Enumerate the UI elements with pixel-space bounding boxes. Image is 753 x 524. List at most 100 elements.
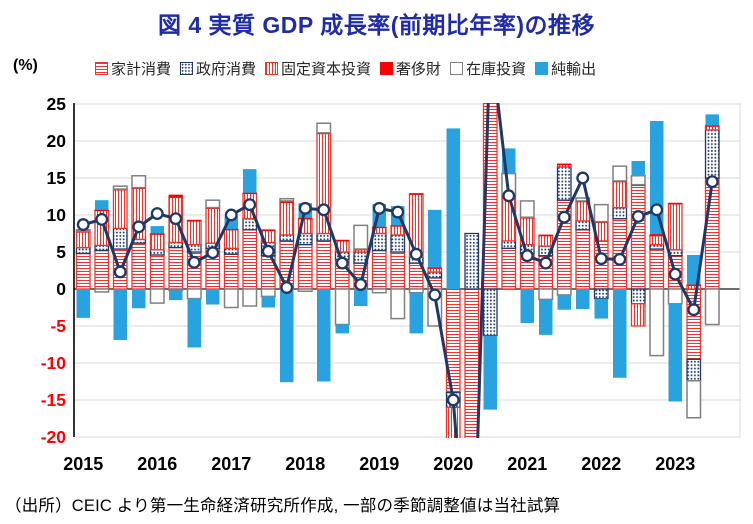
gdp-line-marker-2018Q3 (335, 256, 349, 270)
bar-segment-gov-2018Q1 (297, 232, 313, 246)
bar-segment-inv-2023Q2 (686, 380, 702, 419)
bar-segment-fixed-2016Q3 (186, 220, 202, 246)
bar-segment-val-2021Q2 (538, 234, 553, 237)
bar-segment-fixed-2015Q1 (75, 231, 91, 249)
gdp-line-marker-2015Q3 (113, 265, 127, 279)
government-consumption-swatch-icon (180, 62, 194, 75)
x-axis-year-label: 2016 (137, 454, 177, 474)
legend-label: 在庫投資 (466, 61, 527, 78)
gdp-line-marker-2016Q3 (187, 255, 201, 269)
gdp-line-marker-2019Q1 (372, 201, 386, 215)
gdp-line-marker-2018Q4 (354, 278, 368, 292)
bar-segment-fixed-2020Q4 (501, 195, 517, 242)
bar-segment-nx-2018Q2 (317, 289, 331, 382)
bar-segment-val-2019Q4 (427, 267, 442, 269)
chart-title: 図 4 実質 GDP 成長率(前期比年率)の推移 (157, 12, 596, 38)
bar-segment-hh-2020Q4 (501, 247, 517, 290)
gdp-line-marker-2020Q4 (502, 189, 516, 203)
bar-segment-nx-2022Q4 (650, 121, 664, 235)
bar-segment-gov-2016Q2 (168, 241, 184, 249)
bar-segment-inv-2018Q2 (316, 122, 332, 134)
bar-segment-nx-2017Q4 (280, 289, 294, 383)
bar-segment-fixed-2017Q1 (223, 229, 239, 249)
gdp-line-marker-2023Q3 (705, 175, 719, 189)
bar-segment-hh-2015Q1 (75, 252, 91, 290)
gdp-line-marker-2021Q4 (576, 171, 590, 185)
x-axis-year-label: 2023 (655, 454, 695, 474)
bar-segment-nx-2016Q1 (150, 226, 164, 234)
gdp-line-marker-2015Q1 (76, 218, 90, 232)
bar-segment-nx-2022Q3 (631, 160, 645, 176)
bar-segment-gov-2017Q1 (223, 247, 239, 255)
bar-segment-inv-2016Q1 (149, 288, 165, 304)
gdp-line-marker-2017Q3 (261, 244, 275, 258)
bar-segment-val-2019Q3 (409, 193, 424, 195)
legend-label: 奢侈財 (396, 61, 442, 78)
bar-segment-inv-2023Q3 (704, 288, 720, 326)
bar-segment-nx-2015Q3 (113, 289, 127, 341)
bar-segment-gov-2017Q4 (279, 234, 295, 242)
bar-segment-fixed-2016Q1 (149, 233, 165, 251)
bar-segment-fixed-2023Q3 (704, 125, 720, 131)
bar-segment-hh-2019Q1 (371, 249, 387, 290)
y-axis-unit-label: (%) (13, 57, 38, 74)
bar-segment-hh-2017Q1 (223, 253, 239, 290)
bar-segment-inv-2017Q4 (279, 197, 295, 202)
bar-segment-hh-2015Q4 (131, 242, 147, 290)
net-exports-swatch-icon (535, 62, 549, 75)
legend-label: 家計消費 (111, 61, 172, 78)
gdp-line-marker-2017Q2 (243, 198, 257, 212)
bar-segment-fixed-2019Q2 (390, 225, 406, 236)
bar-segment-inv-2022Q1 (593, 203, 609, 223)
bar-segment-nx-2020Q3 (483, 335, 497, 410)
bar-segment-gov-2022Q2 (612, 206, 628, 220)
bar-segment-hh-2015Q2 (94, 249, 110, 290)
bar-segment-val-2016Q3 (187, 219, 202, 222)
bar-segment-gov-2018Q2 (316, 232, 332, 242)
y-axis-tick-label: 15 (47, 168, 67, 188)
gdp-line-marker-2019Q3 (409, 247, 423, 261)
bar-segment-inv-2016Q2 (168, 288, 184, 292)
x-axis-year-label: 2017 (211, 454, 251, 474)
bar-segment-gov-2022Q4 (649, 243, 665, 250)
bar-segment-val-2017Q2 (242, 192, 257, 194)
gdp-line-marker-2022Q3 (631, 210, 645, 223)
gdp-line-marker-2022Q4 (650, 203, 664, 217)
y-axis-tick-label: 25 (47, 94, 67, 114)
x-axis-year-label: 2018 (285, 454, 325, 474)
bar-segment-inv-2023Q1 (667, 288, 683, 305)
bar-segment-hh-2021Q4 (575, 229, 591, 290)
bar-segment-nx-2016Q4 (206, 289, 220, 305)
bar-segment-nx-2020Q1 (446, 128, 460, 289)
bar-segment-inv-2018Q1 (297, 288, 313, 292)
household-consumption-swatch-icon (95, 62, 108, 75)
bar-segment-nx-2021Q3 (557, 294, 571, 310)
bar-segment-nx-2016Q2 (169, 290, 183, 301)
bar-segment-hh-2018Q2 (316, 240, 332, 290)
bar-segment-nx-2022Q2 (613, 289, 627, 378)
gdp-line-marker-2021Q2 (539, 256, 553, 270)
bar-segment-fixed-2021Q2 (538, 235, 554, 247)
bar-segment-gov-2016Q1 (149, 249, 165, 256)
legend-item-government-consumption: 政府消費 (180, 58, 256, 79)
bar-segment-inv-2019Q3 (408, 288, 424, 294)
bar-segment-fixed-2015Q3 (112, 189, 128, 229)
bar-segment-inv-2021Q3 (556, 288, 572, 296)
bar-segment-nx-2023Q1 (668, 303, 682, 402)
bar-segment-val-2016Q2 (168, 194, 183, 198)
bar-segment-inv-2016Q4 (205, 199, 221, 209)
bar-segment-val-2018Q3 (335, 239, 350, 242)
bar-segment-val-2015Q2 (94, 209, 109, 211)
bar-segment-inv-2017Q1 (223, 288, 239, 309)
bar-segment-nx-2019Q3 (409, 292, 423, 334)
bar-segment-hh-2022Q4 (649, 248, 665, 290)
x-axis-year-label: 2015 (63, 454, 103, 474)
bar-segment-gov-2022Q1 (593, 288, 609, 300)
chart-legend: 家計消費 政府消費 固定資本投資 奢侈財 在庫投資 純輸出 (95, 58, 596, 79)
bar-segment-inv-2017Q3 (260, 288, 276, 298)
y-axis-tick-label: 0 (56, 279, 66, 299)
bar-segment-inv-2015Q4 (131, 175, 147, 189)
gdp-line-marker-2020Q1 (446, 393, 460, 407)
bar-segment-inv-2022Q4 (649, 288, 665, 357)
